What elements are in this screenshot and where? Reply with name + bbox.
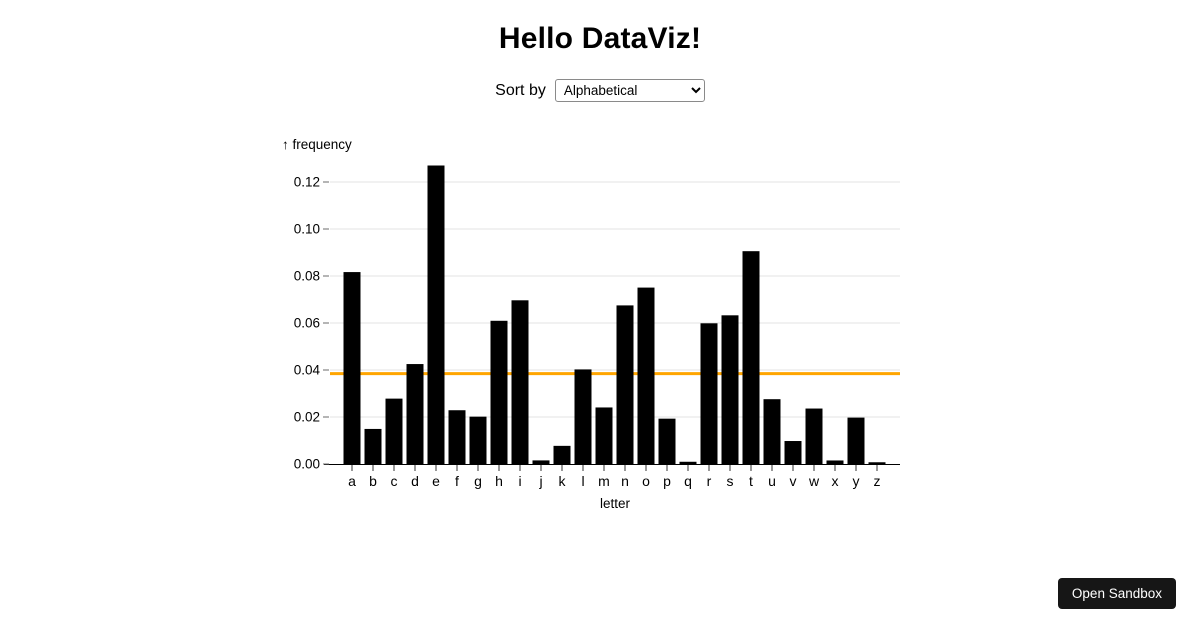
- bar-p: [658, 418, 676, 464]
- sort-by-select[interactable]: Alphabetical: [554, 79, 705, 102]
- x-tick-label: b: [369, 473, 377, 489]
- x-tick-label: v: [790, 473, 797, 489]
- bar-v: [784, 441, 802, 464]
- bar-x: [826, 460, 844, 464]
- x-tick-label: z: [874, 473, 881, 489]
- sort-by-label: Sort by: [495, 81, 546, 99]
- frequency-chart: 0.000.020.040.060.080.100.12a b c d e f g h i j k l…: [282, 137, 900, 511]
- bar-d: [406, 364, 424, 464]
- bar-a: [343, 272, 361, 464]
- y-tick-label: 0.06: [294, 316, 320, 331]
- x-axis-label: letter: [600, 496, 631, 511]
- bar-t: [742, 251, 760, 464]
- x-tick-label: i: [518, 473, 521, 489]
- y-tick-label: 0.08: [294, 269, 320, 284]
- x-tick-label: a: [348, 473, 356, 489]
- y-tick-label: 0.00: [294, 457, 320, 472]
- bar-w: [805, 408, 823, 464]
- x-tick-label: f: [455, 473, 459, 489]
- x-tick-label: d: [411, 473, 419, 489]
- bar-i: [511, 300, 529, 464]
- bar-e: [427, 165, 445, 464]
- x-tick-label: r: [707, 473, 712, 489]
- bar-g: [469, 416, 487, 464]
- x-tick-label: q: [684, 473, 692, 489]
- bar-k: [553, 445, 571, 464]
- x-tick-label: y: [853, 473, 860, 489]
- x-tick-label: e: [432, 473, 440, 489]
- x-tick-label: l: [581, 473, 584, 489]
- bar-m: [595, 407, 613, 464]
- x-tick-label: j: [538, 473, 542, 489]
- bar-q: [679, 461, 697, 464]
- x-tick-label: h: [495, 473, 503, 489]
- x-tick-label: w: [808, 473, 820, 489]
- x-tick-label: c: [391, 473, 398, 489]
- y-tick-label: 0.12: [294, 175, 320, 190]
- y-tick-label: 0.10: [294, 222, 320, 237]
- bar-r: [700, 323, 718, 464]
- bar-o: [637, 287, 655, 464]
- x-tick-label: m: [598, 473, 610, 489]
- x-tick-label: n: [621, 473, 629, 489]
- bar-n: [616, 305, 634, 464]
- sort-controls: Sort by Alphabetical: [0, 79, 1200, 102]
- bar-f: [448, 410, 466, 464]
- x-tick-label: u: [768, 473, 776, 489]
- y-tick-label: 0.02: [294, 410, 320, 425]
- bar-y: [847, 417, 865, 464]
- bar-s: [721, 315, 739, 464]
- bar-u: [763, 399, 781, 464]
- page-title: Hello DataViz!: [498, 22, 702, 55]
- x-tick-label: o: [642, 473, 650, 489]
- bar-h: [490, 320, 508, 464]
- x-tick-label: g: [474, 473, 482, 489]
- bar-b: [364, 428, 382, 464]
- bar-l: [574, 369, 592, 464]
- y-axis-label: ↑ frequency: [282, 137, 352, 152]
- frequency-chart-container: 0.00 0.02 0.04 0.06 0.08 0.10 0.12 a b c d e f g h i j k l…: [280, 133, 910, 523]
- x-tick-label: k: [559, 473, 567, 489]
- open-sandbox-button[interactable]: Open Sandbox: [1057, 578, 1176, 609]
- y-tick-label: 0.04: [294, 363, 321, 378]
- x-tick-label: t: [749, 473, 753, 489]
- x-tick-label: p: [663, 473, 671, 489]
- bar-z: [868, 462, 886, 464]
- x-tick-label: s: [727, 473, 734, 489]
- bar-c: [385, 398, 403, 464]
- bar-j: [532, 460, 550, 464]
- x-tick-label: x: [832, 473, 839, 489]
